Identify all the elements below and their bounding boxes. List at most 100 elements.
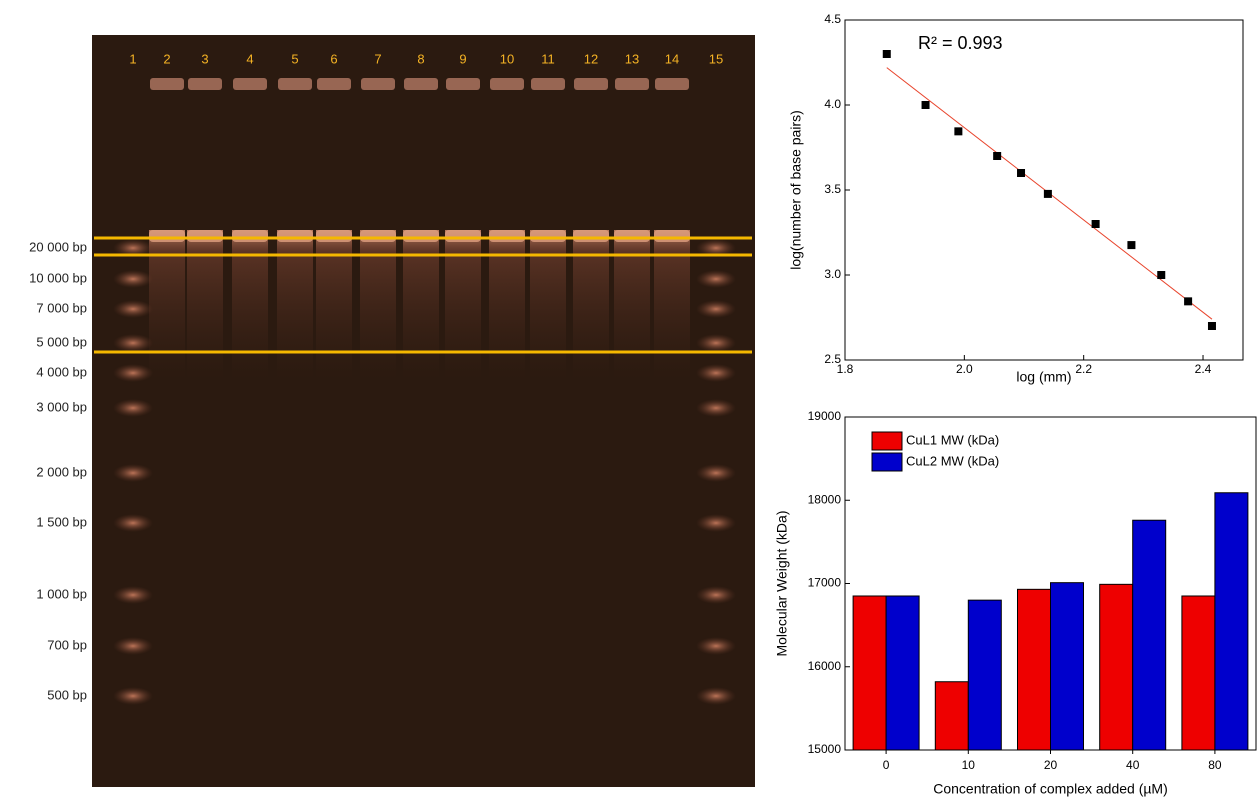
ladder-band (113, 586, 153, 604)
well-band (150, 78, 184, 90)
point (954, 127, 963, 136)
ladder-band (113, 300, 153, 318)
smear (489, 230, 525, 380)
well-band (655, 78, 689, 90)
ladder-band (113, 687, 153, 705)
bar (1017, 588, 1051, 751)
ladder-band (113, 270, 153, 288)
y-axis-label: log(number of base pairs) (788, 110, 804, 270)
lane-label: 15 (709, 51, 723, 66)
smear (277, 230, 313, 380)
bar (852, 595, 887, 751)
legend-label: CuL1 MW (kDa) (906, 432, 999, 447)
marker-label: 20 000 bp (29, 239, 87, 254)
marker-label: 3 000 bp (36, 399, 87, 414)
ladder-band (113, 514, 153, 532)
smear (654, 230, 690, 380)
lane-label: 2 (163, 51, 170, 66)
annotation: R² = 0.993 (918, 33, 1003, 53)
legend-swatch (871, 452, 903, 472)
ladder-band (113, 334, 153, 352)
x-tick-label: 2.4 (1195, 362, 1212, 376)
lane-label: 3 (201, 51, 208, 66)
bar (1132, 519, 1167, 751)
lane-label: 13 (625, 51, 639, 66)
point (993, 152, 1002, 160)
well-band (446, 78, 480, 90)
marker-label: 4 000 bp (36, 364, 87, 379)
main-band (445, 230, 481, 242)
point (1157, 271, 1166, 279)
marker-label: 500 bp (47, 687, 87, 702)
well-band (278, 78, 312, 90)
gel-image (92, 35, 755, 787)
ladder-band (113, 239, 153, 257)
y-tick-label: 17000 (808, 576, 842, 590)
main-band (489, 230, 525, 242)
bar (967, 599, 1002, 751)
main-band (316, 230, 352, 242)
smear (403, 230, 439, 380)
smear (360, 230, 396, 380)
bar (1050, 582, 1084, 751)
x-tick-label: 2.2 (1075, 362, 1092, 376)
y-tick-label: 18000 (808, 492, 842, 506)
well-band (531, 78, 565, 90)
ladder-band (696, 399, 736, 417)
marker-label: 5 000 bp (36, 334, 87, 349)
y-tick-label: 19000 (808, 409, 842, 423)
smear (232, 230, 268, 380)
well-band (317, 78, 351, 90)
point (921, 101, 930, 109)
y-tick-label: 3.5 (824, 182, 841, 196)
point (882, 50, 891, 58)
smear (445, 230, 481, 380)
bar (934, 681, 969, 751)
bar (1099, 583, 1134, 751)
marker-label: 2 000 bp (36, 464, 87, 479)
main-band (232, 230, 268, 242)
x-axis-label: Concentration of complex added (µM) (933, 781, 1168, 797)
smear (149, 230, 185, 380)
y-tick-label: 4.0 (824, 97, 841, 111)
y-tick-label: 15000 (808, 742, 842, 756)
ladder-band (696, 334, 736, 352)
smear (573, 230, 609, 380)
lane-label: 7 (374, 51, 381, 66)
point (1184, 297, 1193, 306)
lane-label: 12 (584, 51, 598, 66)
main-band (149, 230, 185, 242)
point (1043, 189, 1052, 198)
ladder-band (113, 364, 153, 382)
main-band (654, 230, 690, 242)
point (1017, 169, 1026, 177)
smear (614, 230, 650, 380)
marker-label: 1 000 bp (36, 586, 87, 601)
x-tick-label: 80 (1208, 758, 1222, 772)
y-tick-label: 2.5 (824, 352, 841, 366)
ladder-band (696, 270, 736, 288)
main-band (530, 230, 566, 242)
x-tick-label: 20 (1044, 758, 1058, 772)
marker-label: 10 000 bp (29, 270, 87, 285)
well-band (404, 78, 438, 90)
smear (187, 230, 223, 380)
main-band (360, 230, 396, 242)
lane-label: 1 (129, 51, 136, 66)
x-tick-label: 10 (962, 758, 976, 772)
lane-label: 9 (459, 51, 466, 66)
main-band (403, 230, 439, 242)
ladder-band (696, 586, 736, 604)
ladder-band (696, 637, 736, 655)
legend-label: CuL2 MW (kDa) (906, 453, 999, 468)
y-tick-label: 16000 (808, 659, 842, 673)
marker-label: 7 000 bp (36, 300, 87, 315)
main-band (614, 230, 650, 242)
x-axis-label: log (mm) (1016, 369, 1071, 385)
well-band (188, 78, 222, 90)
ladder-band (696, 464, 736, 482)
ladder-band (696, 300, 736, 318)
bar (1181, 595, 1216, 751)
x-tick-label: 0 (883, 758, 890, 772)
